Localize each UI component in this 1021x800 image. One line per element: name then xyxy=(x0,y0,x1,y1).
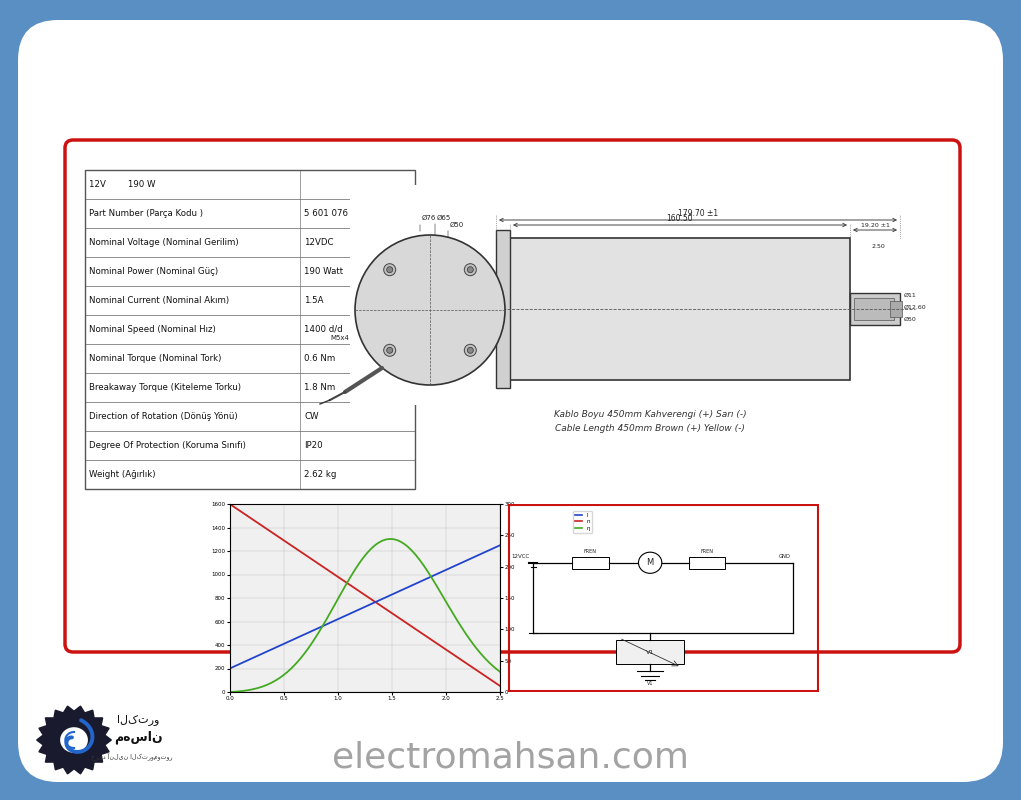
Bar xyxy=(85,344,415,373)
Text: Nominal Torque (Nominal Tork): Nominal Torque (Nominal Tork) xyxy=(89,354,222,363)
Bar xyxy=(85,170,415,489)
Text: 2.50: 2.50 xyxy=(871,244,885,249)
Text: Ø50: Ø50 xyxy=(904,317,917,322)
Bar xyxy=(85,228,415,257)
Text: GND: GND xyxy=(778,554,790,559)
Bar xyxy=(85,170,415,199)
Circle shape xyxy=(355,235,505,385)
Bar xyxy=(85,257,415,286)
Text: Ø11: Ø11 xyxy=(904,293,917,298)
Text: 12VDC: 12VDC xyxy=(304,238,334,247)
Text: Weight (Ağırlık): Weight (Ağırlık) xyxy=(89,470,155,479)
Bar xyxy=(85,286,415,315)
Bar xyxy=(85,402,415,431)
Circle shape xyxy=(367,247,493,373)
Bar xyxy=(689,557,725,569)
Text: 19.20 ±1: 19.20 ±1 xyxy=(861,223,889,228)
Text: 0.6 Nm: 0.6 Nm xyxy=(304,354,335,363)
Text: Degree Of Protection (Koruma Sınıfı): Degree Of Protection (Koruma Sınıfı) xyxy=(89,441,246,450)
Text: 190 Watt: 190 Watt xyxy=(304,267,343,276)
Legend: I, n, η: I, n, η xyxy=(573,510,592,534)
Text: Cable Length 450mm Brown (+) Yellow (-): Cable Length 450mm Brown (+) Yellow (-) xyxy=(555,424,745,433)
Circle shape xyxy=(421,301,439,319)
Bar xyxy=(573,557,609,569)
Text: 12VCC: 12VCC xyxy=(512,554,530,559)
Text: electromahsan.com: electromahsan.com xyxy=(332,741,689,774)
FancyBboxPatch shape xyxy=(20,22,1001,780)
Text: V1: V1 xyxy=(647,681,653,686)
Text: 1.8 Nm: 1.8 Nm xyxy=(304,383,335,392)
Bar xyxy=(617,640,684,664)
Bar xyxy=(85,199,415,228)
Bar xyxy=(85,373,415,402)
Text: M: M xyxy=(646,558,653,567)
Text: M5x4: M5x4 xyxy=(330,335,349,341)
Text: Nominal Voltage (Nominal Gerilim): Nominal Voltage (Nominal Gerilim) xyxy=(89,238,239,247)
Bar xyxy=(854,298,894,320)
FancyBboxPatch shape xyxy=(18,20,1003,782)
Text: FREN: FREN xyxy=(584,550,597,554)
Text: 1400 d/d: 1400 d/d xyxy=(304,325,343,334)
Polygon shape xyxy=(37,706,111,774)
Bar xyxy=(850,293,900,325)
Text: Nominal Speed (Nominal Hız): Nominal Speed (Nominal Hız) xyxy=(89,325,215,334)
Text: IP20: IP20 xyxy=(304,441,323,450)
Text: CW: CW xyxy=(304,412,319,421)
Text: Ø12.60: Ø12.60 xyxy=(904,305,927,310)
Text: الکترو: الکترو xyxy=(117,714,159,725)
Circle shape xyxy=(384,344,396,356)
Text: 179.70 ±1: 179.70 ±1 xyxy=(678,209,718,218)
Circle shape xyxy=(465,344,477,356)
Text: Ø50: Ø50 xyxy=(450,222,465,228)
Text: Part Number (Parça Kodu ): Part Number (Parça Kodu ) xyxy=(89,209,203,218)
Bar xyxy=(85,431,415,460)
Text: Nominal Power (Nominal Güç): Nominal Power (Nominal Güç) xyxy=(89,267,218,276)
Text: مهسان: مهسان xyxy=(114,730,162,743)
Text: Direction of Rotation (Dönüş Yönü): Direction of Rotation (Dönüş Yönü) xyxy=(89,412,238,421)
Text: Ø76: Ø76 xyxy=(422,215,436,221)
Text: FREN: FREN xyxy=(700,550,714,554)
Text: 5 601 076 120 031: 5 601 076 120 031 xyxy=(304,209,387,218)
Circle shape xyxy=(468,347,474,354)
Text: خرید آنلین الکتروموتور: خرید آنلین الکتروموتور xyxy=(91,752,173,760)
Text: Kablo Boyu 450mm Kahverengi (+) Sarı (-): Kablo Boyu 450mm Kahverengi (+) Sarı (-) xyxy=(553,410,746,419)
Circle shape xyxy=(387,266,393,273)
Text: Breakaway Torque (Kiteleme Torku): Breakaway Torque (Kiteleme Torku) xyxy=(89,383,241,392)
Text: V1: V1 xyxy=(646,650,654,654)
Circle shape xyxy=(465,264,477,276)
Circle shape xyxy=(380,260,480,360)
Text: Nominal Current (Nominal Akım): Nominal Current (Nominal Akım) xyxy=(89,296,229,305)
Circle shape xyxy=(387,347,393,354)
Bar xyxy=(510,238,850,380)
Text: Ø65: Ø65 xyxy=(437,215,451,221)
Circle shape xyxy=(60,727,88,753)
Circle shape xyxy=(384,264,396,276)
Text: 2.62 kg: 2.62 kg xyxy=(304,470,336,479)
FancyBboxPatch shape xyxy=(8,8,1013,792)
Circle shape xyxy=(468,266,474,273)
Bar xyxy=(890,301,902,317)
Bar xyxy=(350,185,940,405)
Bar xyxy=(85,460,415,489)
Bar xyxy=(85,315,415,344)
Text: 12V        190 W: 12V 190 W xyxy=(89,180,155,189)
Text: 1.5A: 1.5A xyxy=(304,296,324,305)
Text: 160.50: 160.50 xyxy=(667,214,693,223)
Bar xyxy=(496,230,510,388)
